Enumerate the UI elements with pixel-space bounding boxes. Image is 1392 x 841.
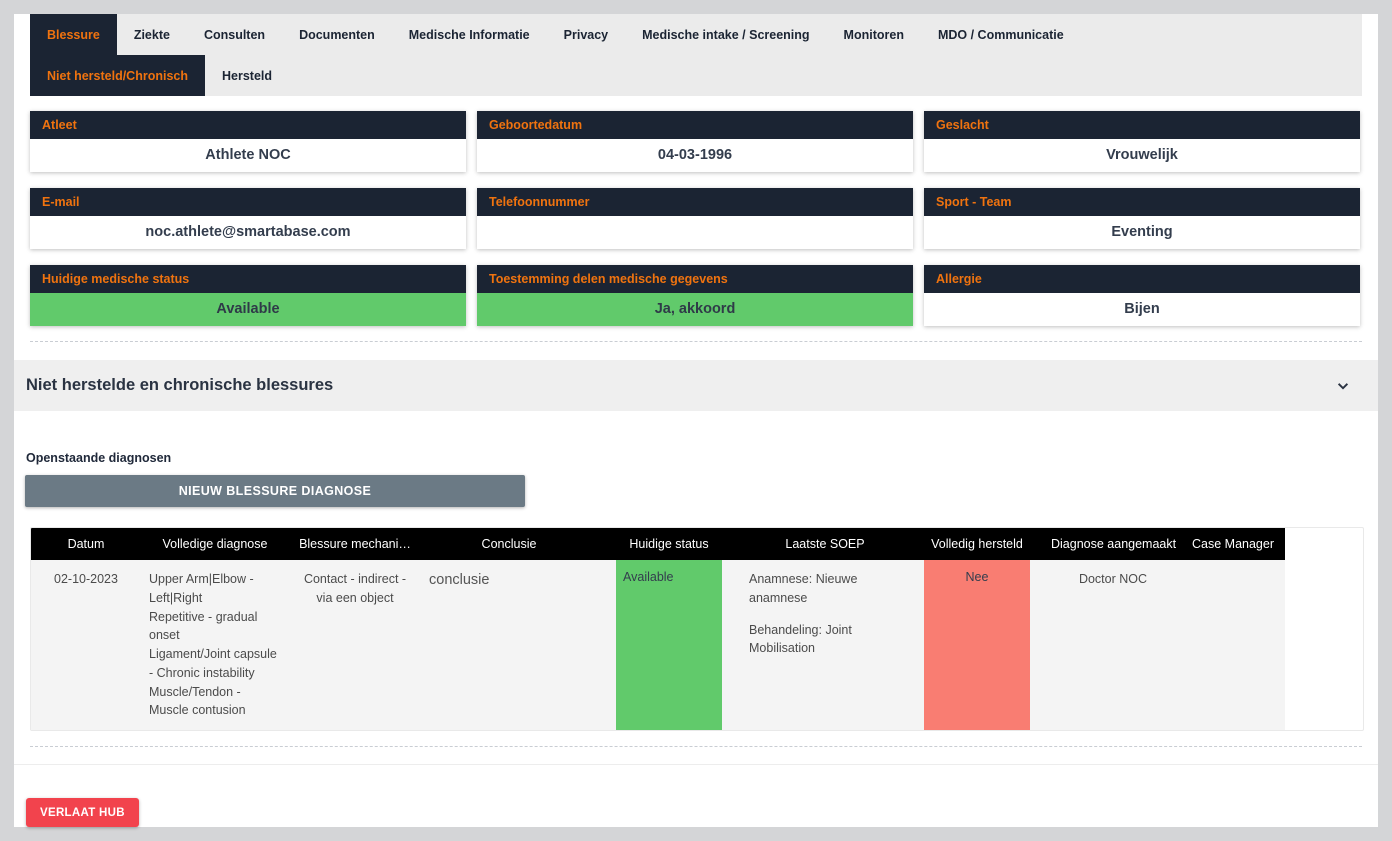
col-volledig-hersteld: Volledig hersteld [909, 528, 1045, 560]
dashed-separator-bottom [30, 746, 1362, 747]
tab-medische-intake-screening[interactable]: Medische intake / Screening [642, 27, 810, 42]
col-conclusie: Conclusie [421, 528, 597, 560]
card-huidige-medische-status: Huidige medische status Available [30, 265, 466, 326]
tab-niet-hersteld-chronisch[interactable]: Niet hersteld/Chronisch [30, 55, 205, 96]
tab-consulten[interactable]: Consulten [203, 27, 266, 42]
col-diagnose-aangemaakt: Diagnose aangemaakt … [1045, 528, 1181, 560]
card-geslacht: Geslacht Vrouwelijk [924, 111, 1360, 172]
hersteld-badge: Nee [924, 560, 1030, 730]
section-header-niet-herstelde-blessures[interactable]: Niet herstelde en chronische blessures [14, 360, 1378, 411]
card-allergie-label: Allergie [924, 265, 1360, 293]
cell-datum: 02-10-2023 [31, 560, 141, 730]
card-geslacht-value: Vrouwelijk [924, 139, 1360, 172]
primary-tab-row: Blessure Ziekte Consulten Documenten Med… [30, 14, 1362, 55]
col-blessure-mechanisme: Blessure mechani… [289, 528, 421, 560]
card-email-value: noc.athlete@smartabase.com [30, 216, 466, 249]
section-title: Niet herstelde en chronische blessures [26, 376, 334, 394]
status-badge: Available [616, 560, 722, 730]
diagnoses-table-container: Datum Volledige diagnose Blessure mechan… [30, 527, 1364, 731]
card-sport-team: Sport - Team Eventing [924, 188, 1360, 249]
card-toestemming-label: Toestemming delen medische gegevens [477, 265, 913, 293]
tab-blessure[interactable]: Blessure [30, 14, 117, 55]
open-diagnoses-label: Openstaande diagnosen [26, 451, 172, 465]
tab-privacy[interactable]: Privacy [563, 27, 609, 42]
card-email: E-mail noc.athlete@smartabase.com [30, 188, 466, 249]
card-allergie-value: Bijen [924, 293, 1360, 326]
diagnoses-table: Datum Volledige diagnose Blessure mechan… [31, 528, 1285, 730]
card-telefoonnummer-label: Telefoonnummer [477, 188, 913, 216]
soep-anamnese: Anamnese: Nieuwe anamnese [749, 572, 858, 605]
diagnosis-table-row[interactable]: 02-10-2023 Upper Arm|Elbow - Left|Right … [31, 560, 1285, 730]
tab-medische-informatie[interactable]: Medische Informatie [408, 27, 530, 42]
card-sport-team-value: Eventing [924, 216, 1360, 249]
col-volledige-diagnose: Volledige diagnose [141, 528, 289, 560]
leave-hub-button[interactable]: VERLAAT HUB [26, 798, 139, 827]
card-geboortedatum-label: Geboortedatum [477, 111, 913, 139]
dashed-separator-top [30, 341, 1362, 342]
tab-hersteld[interactable]: Hersteld [222, 68, 273, 83]
new-injury-diagnosis-button[interactable]: NIEUW BLESSURE DIAGNOSE [25, 475, 525, 507]
card-geslacht-label: Geslacht [924, 111, 1360, 139]
card-toestemming: Toestemming delen medische gegevens Ja, … [477, 265, 913, 326]
cell-volledig-hersteld: Nee [909, 560, 1045, 730]
col-datum: Datum [31, 528, 141, 560]
card-toestemming-value: Ja, akkoord [477, 293, 913, 326]
chevron-down-icon[interactable] [1336, 379, 1350, 393]
card-huidige-medische-status-value: Available [30, 293, 466, 326]
tab-strip: Blessure Ziekte Consulten Documenten Med… [30, 14, 1362, 96]
card-sport-team-label: Sport - Team [924, 188, 1360, 216]
secondary-tab-row: Niet hersteld/Chronisch Hersteld [30, 55, 1362, 96]
card-telefoonnummer: Telefoonnummer [477, 188, 913, 249]
cell-conclusie: conclusie [421, 560, 597, 730]
cell-case-manager [1181, 560, 1285, 730]
soep-behandeling: Behandeling: Joint Mobilisation [749, 622, 852, 656]
card-allergie: Allergie Bijen [924, 265, 1360, 326]
card-geboortedatum-value: 04-03-1996 [477, 139, 913, 172]
card-atleet-value: Athlete NOC [30, 139, 466, 172]
tab-monitoren[interactable]: Monitoren [843, 27, 904, 42]
col-case-manager: Case Manager [1181, 528, 1285, 560]
card-telefoonnummer-value [477, 216, 913, 249]
tab-ziekte[interactable]: Ziekte [133, 27, 170, 42]
card-huidige-medische-status-label: Huidige medische status [30, 265, 466, 293]
athlete-info-cards: Atleet Athlete NOC Geboortedatum 04-03-1… [30, 111, 1360, 326]
col-laatste-soep: Laatste SOEP [741, 528, 909, 560]
table-header-row: Datum Volledige diagnose Blessure mechan… [31, 528, 1285, 560]
card-atleet: Atleet Athlete NOC [30, 111, 466, 172]
cell-huidige-status: Available [597, 560, 741, 730]
tab-mdo-communicatie[interactable]: MDO / Communicatie [937, 27, 1064, 42]
cell-diagnose-aangemaakt-door: Doctor NOC [1045, 560, 1181, 730]
cell-laatste-soep: Anamnese: Nieuwe anamnese Behandeling: J… [741, 560, 909, 730]
card-geboortedatum: Geboortedatum 04-03-1996 [477, 111, 913, 172]
cell-blessure-mechanisme: Contact - indirect - via een object [289, 560, 421, 730]
main-panel: Blessure Ziekte Consulten Documenten Med… [14, 14, 1378, 827]
tab-documenten[interactable]: Documenten [299, 27, 375, 42]
card-atleet-label: Atleet [30, 111, 466, 139]
section-bottom-border [14, 764, 1378, 765]
cell-volledige-diagnose: Upper Arm|Elbow - Left|Right Repetitive … [141, 560, 289, 730]
card-email-label: E-mail [30, 188, 466, 216]
col-huidige-status: Huidige status [597, 528, 741, 560]
